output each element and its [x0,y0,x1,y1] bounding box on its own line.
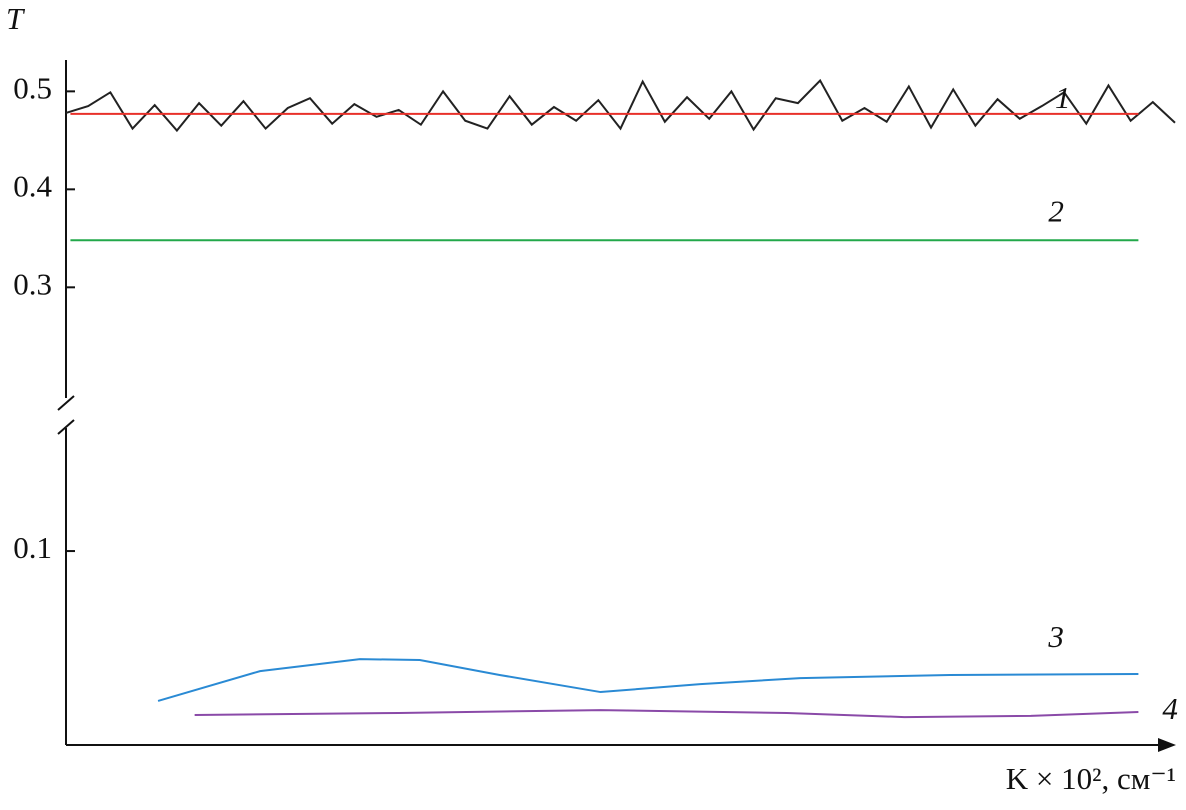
x-axis-arrow [1158,738,1176,752]
y-tick-label: 0.1 [13,530,52,565]
axis-break [57,419,75,435]
x-axis-label: K × 10², см⁻¹ [1006,761,1176,796]
y-tick-label: 0.3 [13,266,52,301]
series-label: 4 [1162,691,1178,726]
y-tick-label: 0.5 [13,70,52,105]
series-label: 2 [1048,193,1064,228]
series-label: 1 [1055,80,1071,115]
series-line [65,78,1176,133]
series-label: 3 [1047,619,1064,654]
series-line [194,709,1139,719]
series-line [157,658,1139,702]
y-axis-label: T [6,1,26,36]
axis-break [57,395,75,411]
y-tick-label: 0.4 [13,168,52,203]
